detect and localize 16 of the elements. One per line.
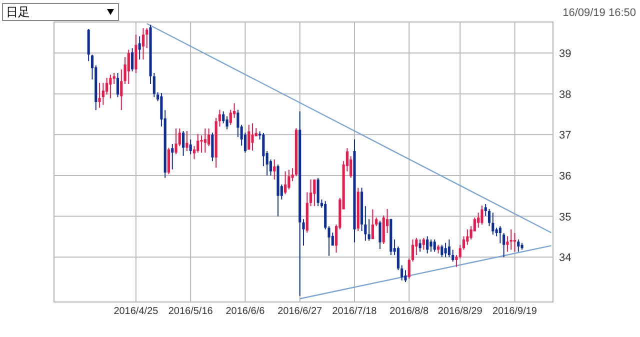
x-tick-label: 2016/6/6 — [226, 306, 266, 317]
x-tick-label: 2016/7/18 — [332, 306, 378, 317]
x-tick-label: 2016/8/29 — [438, 306, 483, 317]
x-tick-label: 2016/8/8 — [390, 306, 430, 317]
dropdown: 日足 — [2, 3, 119, 21]
text: 16/09/19 16:50 — [562, 7, 636, 19]
x-tick-label: 2016/6/27 — [278, 306, 323, 317]
y-tick-label: 38 — [559, 88, 572, 101]
x-tick-label: 2016/5/16 — [168, 306, 214, 317]
y-tick-label: 37 — [559, 130, 572, 142]
y-tick-label: 39 — [559, 48, 572, 60]
y-tick-label: 35 — [559, 211, 572, 224]
y-tick-label: 34 — [559, 252, 572, 264]
x-tick-label: 2016/4/25 — [114, 306, 159, 317]
x-tick-label: 2016/9/19 — [492, 306, 538, 317]
y-tick-label: 36 — [559, 170, 572, 182]
